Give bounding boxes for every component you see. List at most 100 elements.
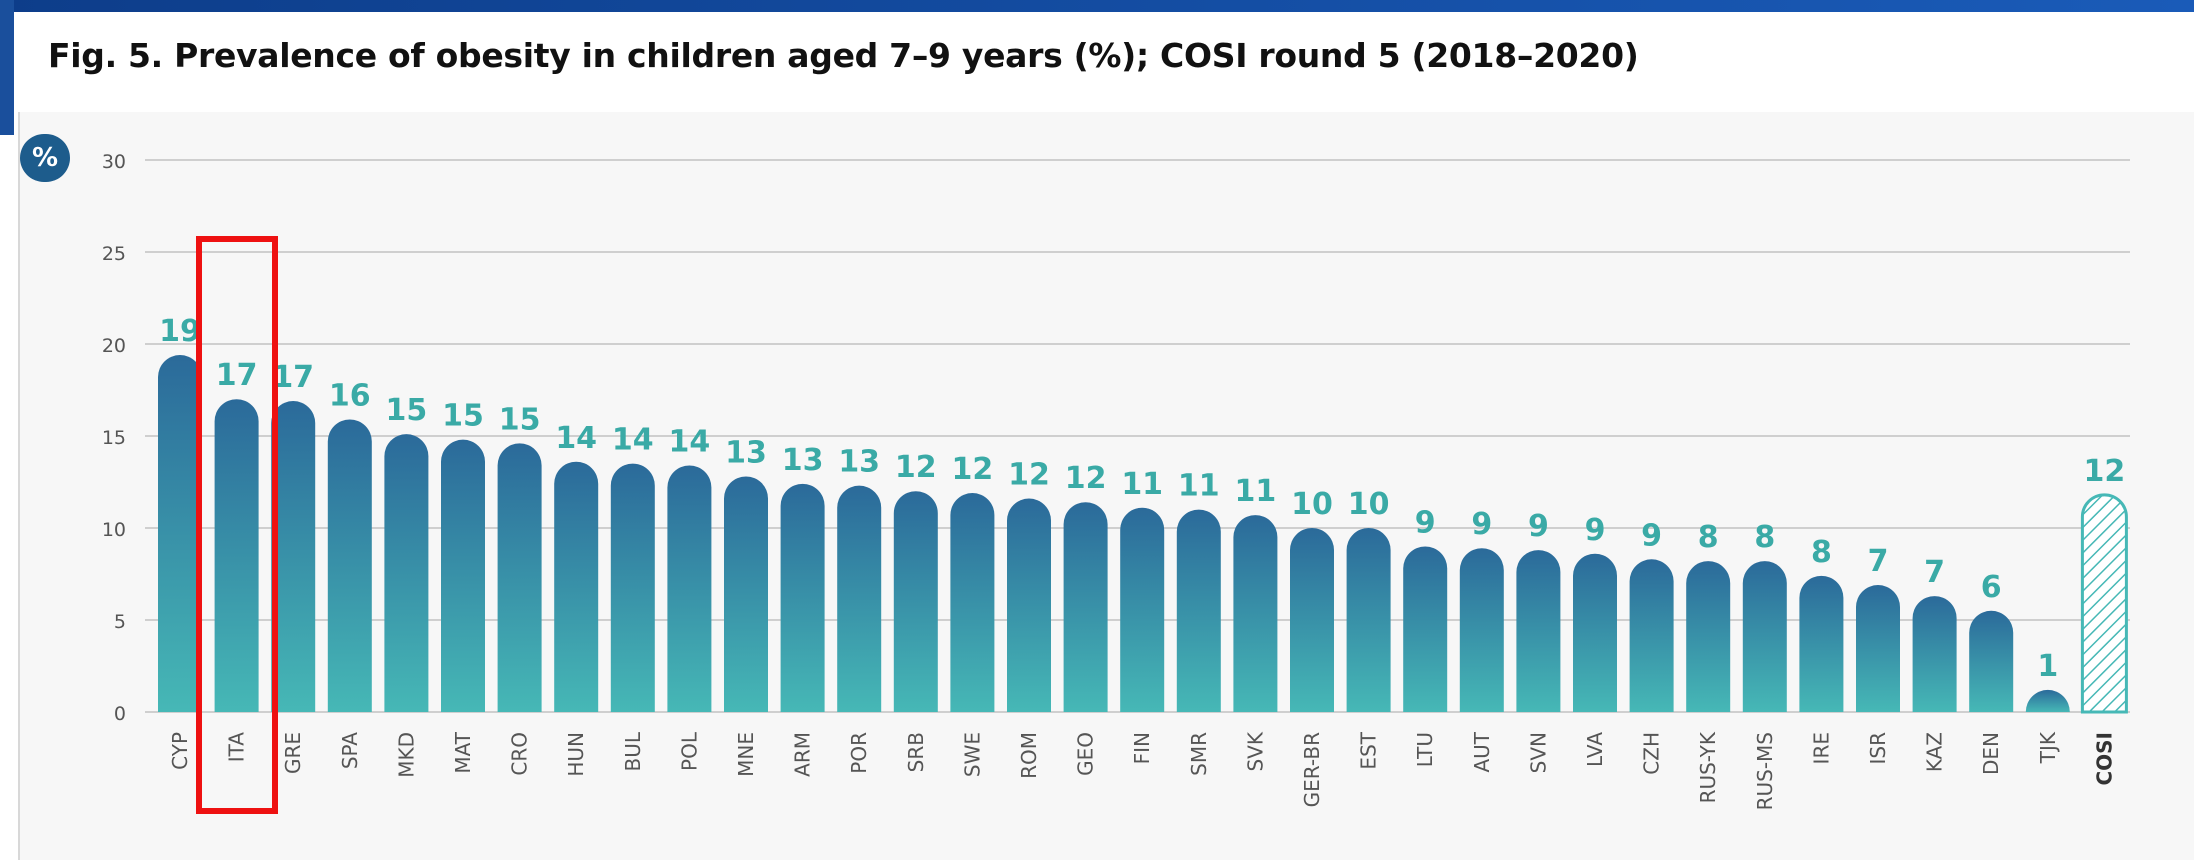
value-label-ita: 17 xyxy=(216,358,258,393)
x-tick-label-mne: MNE xyxy=(734,732,758,777)
bars xyxy=(158,355,2128,714)
y-tick-label: 25 xyxy=(102,243,126,265)
bar-ltu xyxy=(1403,546,1448,712)
bar-est xyxy=(1346,528,1391,712)
x-tick-label-geo: GEO xyxy=(1074,732,1098,776)
bar-cro xyxy=(497,443,542,712)
x-tick-label-rom: ROM xyxy=(1017,732,1041,779)
bar-smr xyxy=(1176,509,1221,712)
y-tick-label: 5 xyxy=(114,611,126,633)
value-label-rus-ms: 8 xyxy=(1754,520,1775,555)
value-label-tjk: 1 xyxy=(2037,649,2058,684)
value-label-lva: 9 xyxy=(1585,513,1606,548)
x-tick-label-tjk: TJK xyxy=(2036,731,2060,764)
value-label-kaz: 7 xyxy=(1924,555,1945,590)
y-tick-label: 10 xyxy=(102,519,126,541)
x-tick-label-den: DEN xyxy=(1979,732,2003,775)
value-label-arm: 13 xyxy=(782,443,824,478)
value-label-por: 13 xyxy=(838,445,880,480)
bar-swe xyxy=(950,493,995,712)
x-tick-label-spa: SPA xyxy=(338,732,362,769)
value-label-cyp: 19 xyxy=(159,314,201,349)
x-tick-label-aut: AUT xyxy=(1470,731,1494,772)
value-label-smr: 11 xyxy=(1178,469,1220,504)
x-tick-label-swe: SWE xyxy=(960,732,984,777)
x-tick-label-isr: ISR xyxy=(1866,732,1890,765)
header-band xyxy=(0,0,2194,12)
bar-ger-br xyxy=(1290,528,1334,712)
x-tick-label-por: POR xyxy=(847,732,871,774)
value-label-svk: 11 xyxy=(1235,474,1277,509)
bar-cyp xyxy=(158,355,202,712)
bar-arm xyxy=(780,483,825,712)
value-label-gre: 17 xyxy=(272,360,314,395)
x-tick-label-kaz: KAZ xyxy=(1923,732,1947,772)
x-tick-label-czh: CZH xyxy=(1640,732,1664,775)
bar-isr xyxy=(1856,585,1900,712)
value-label-isr: 7 xyxy=(1868,544,1889,579)
value-label-swe: 12 xyxy=(952,452,994,487)
bar-svk xyxy=(1233,515,1278,712)
bar-tjk xyxy=(2025,689,2070,712)
x-tick-label-lva: LVA xyxy=(1583,732,1607,767)
bar-czh xyxy=(1629,559,1674,712)
x-tick-label-ltu: LTU xyxy=(1413,732,1437,767)
bar-srb xyxy=(893,491,938,712)
bar-rus-yk xyxy=(1686,561,1731,712)
y-tick-labels: 30 25 20 15 10 5 0 xyxy=(102,151,126,725)
value-label-geo: 12 xyxy=(1065,461,1107,496)
value-label-ger-br: 10 xyxy=(1291,487,1333,522)
value-label-bul: 14 xyxy=(612,423,654,458)
x-tick-label-fin: FIN xyxy=(1130,732,1154,764)
x-tick-label-mkd: MKD xyxy=(394,732,418,778)
value-label-spa: 16 xyxy=(329,378,371,413)
bar-mat xyxy=(441,439,485,712)
bar-cosi xyxy=(2080,493,2128,714)
bar-hun xyxy=(554,461,599,712)
value-label-srb: 12 xyxy=(895,450,937,485)
bar-kaz xyxy=(1912,596,1957,712)
x-tick-label-mat: MAT xyxy=(451,731,475,773)
value-label-hun: 14 xyxy=(555,421,597,456)
value-label-cosi: 12 xyxy=(2084,454,2126,489)
x-tick-label-srb: SRB xyxy=(904,732,928,772)
bar-lva xyxy=(1573,553,1617,712)
y-tick-label: 0 xyxy=(114,703,126,725)
x-tick-labels: CYP ITA GRE SPA MKD MAT CRO HUN BUL POL MNE ARM POR S… xyxy=(168,731,2116,810)
value-label-mne: 13 xyxy=(725,435,767,470)
x-tick-label-hun: HUN xyxy=(564,732,588,777)
bar-svn xyxy=(1516,550,1561,712)
bar-den xyxy=(1969,610,2014,712)
x-tick-label-svn: SVN xyxy=(1526,732,1550,773)
y-tick-label: 20 xyxy=(102,335,126,357)
unit-badge: % xyxy=(20,134,70,182)
value-label-cro: 15 xyxy=(499,402,541,437)
bar-mkd xyxy=(384,434,429,712)
bar-rom xyxy=(1007,498,1051,712)
x-tick-label-cosi: COSI xyxy=(2092,732,2116,786)
x-tick-label-est: EST xyxy=(1357,731,1381,769)
x-tick-label-rus-yk: RUS-YK xyxy=(1696,731,1720,803)
value-label-pol: 14 xyxy=(669,424,711,459)
value-label-fin: 11 xyxy=(1121,467,1163,502)
bar-pol xyxy=(667,465,712,712)
value-label-mat: 15 xyxy=(442,399,484,434)
y-tick-label: 15 xyxy=(102,427,126,449)
value-label-mkd: 15 xyxy=(386,393,428,428)
bar-ire xyxy=(1799,575,1844,712)
x-tick-label-smr: SMR xyxy=(1187,732,1211,776)
bar-geo xyxy=(1063,502,1108,712)
value-label-ire: 8 xyxy=(1811,535,1832,570)
chart-title: Fig. 5. Prevalence of obesity in childre… xyxy=(48,36,1639,75)
chart-panel xyxy=(18,112,2194,860)
left-accent-band xyxy=(0,0,14,135)
value-label-rom: 12 xyxy=(1008,458,1050,493)
value-label-aut: 9 xyxy=(1471,507,1492,542)
bar-gre xyxy=(271,401,316,712)
highlight-box-ita xyxy=(196,236,278,814)
x-tick-label-cyp: CYP xyxy=(168,732,192,770)
value-label-svn: 9 xyxy=(1528,509,1549,544)
x-tick-label-pol: POL xyxy=(677,731,701,771)
